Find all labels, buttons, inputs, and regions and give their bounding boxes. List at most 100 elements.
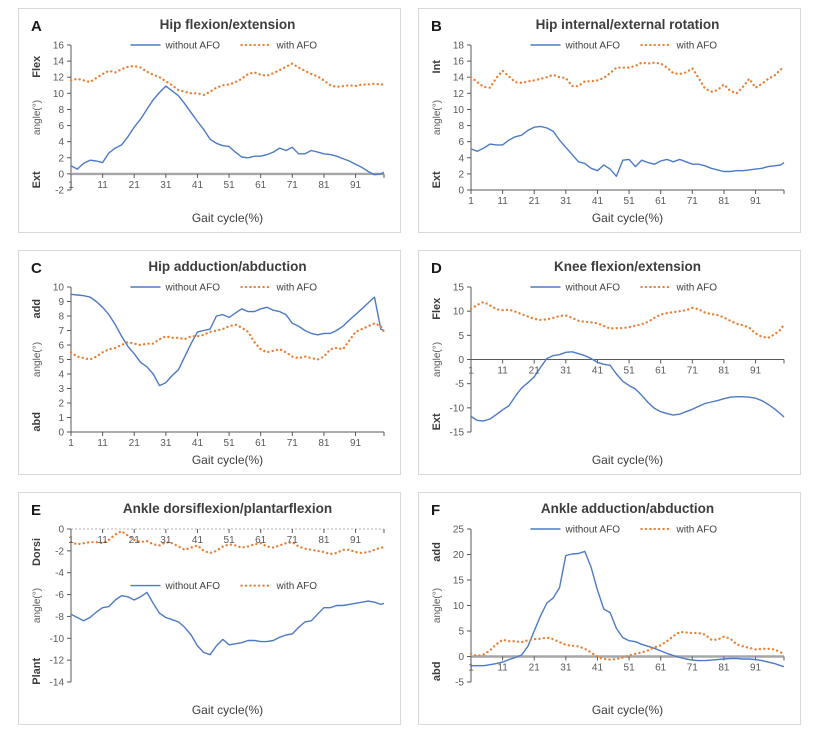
y-tick-label: -2 [55, 186, 64, 197]
panel-c: C Hip adduction/abduction 0 1 2 3 4 5 6 7 8 9 10 add a… [18, 250, 401, 475]
x-axis-title: Gait cycle(%) [592, 453, 663, 467]
series-with-afo [469, 61, 786, 95]
y-tick-label: -8 [55, 612, 64, 623]
panel-b: B Hip internal/external rotation 0 2 4 6 8 10 12… [418, 8, 801, 233]
x-tick-label: 51 [624, 366, 636, 377]
x-tick-label: 1 [68, 180, 74, 191]
y-tick-label: 16 [53, 41, 65, 52]
y-tick-label: 20 [453, 550, 465, 561]
x-tick-label: 71 [287, 180, 299, 191]
x-tick-label: 71 [687, 196, 699, 207]
panel-letter: D [431, 260, 442, 277]
legend: without AFO with AFO [130, 41, 318, 52]
chart-title: Ankle adduction/abduction [541, 501, 714, 516]
chart-title: Hip internal/external rotation [536, 17, 720, 32]
x-tick-label: 11 [497, 366, 508, 377]
series-with-afo [69, 322, 386, 361]
y-tick-label: 1 [58, 413, 64, 424]
y-tick-label: 7 [58, 326, 64, 337]
series-without-afo [70, 591, 385, 656]
y-tick-label: 12 [453, 89, 465, 100]
x-tick-label: 71 [287, 535, 299, 546]
chart-b: B Hip internal/external rotation024681012… [431, 17, 786, 225]
y-tick-label: 4 [458, 153, 464, 164]
x-tick-label: 41 [592, 196, 604, 207]
legend-label-with-afo: with AFO [276, 283, 318, 294]
legend-label-with-afo: with AFO [276, 41, 318, 52]
y-tick-label: -14 [50, 678, 65, 689]
y-tick-label: 3 [58, 384, 64, 395]
y-tick-label: 0 [58, 428, 64, 439]
x-tick-label: 41 [192, 438, 204, 449]
chart-d: D Knee flexion/extension -15 -10 -5 0 5 10 15 Fle… [431, 259, 786, 467]
y-tick-label: 8 [458, 121, 464, 132]
y-axis-label-units: angle(°) [32, 342, 43, 377]
legend-label-with-afo: with AFO [676, 41, 718, 52]
y-axis-label-top: Flex [31, 55, 43, 78]
x-tick-label: 71 [287, 438, 299, 449]
legend-label-with-afo: with AFO [676, 525, 718, 536]
y-axis-label-units: angle(°) [432, 342, 443, 377]
y-tick-label: 8 [58, 312, 64, 323]
chart-a: A Hip flexion/extension -2 0 2 4 6 8 10 12 14 16 Fle… [31, 17, 386, 225]
x-tick-label: 81 [318, 438, 330, 449]
y-tick-label: -6 [55, 590, 64, 601]
panel-e: E Ankle dorsiflexion/plantarflexion -14 -12… [18, 492, 401, 725]
chart-title: Knee flexion/extension [554, 259, 701, 274]
legend-label-with-afo: with AFO [676, 283, 718, 294]
y-tick-label: 18 [453, 41, 465, 52]
panel-grid: A Hip flexion/extension -2 0 2 4 6 8 10 12 14 16 Fle… [18, 8, 801, 725]
y-tick-label: -5 [455, 678, 464, 689]
y-tick-label: -2 [55, 546, 64, 557]
y-tick-label: 12 [53, 73, 65, 84]
y-tick-label: 2 [58, 399, 64, 410]
y-tick-label: 10 [453, 105, 465, 116]
series-without-afo [470, 351, 785, 422]
x-tick-label: 31 [560, 196, 572, 207]
x-tick-label: 51 [224, 180, 236, 191]
y-tick-label: 10 [53, 283, 65, 294]
x-tick-label: 91 [750, 663, 762, 674]
x-tick-label: 11 [97, 180, 108, 191]
x-tick-label: 31 [560, 366, 572, 377]
panel-letter: F [431, 502, 440, 519]
x-tick-label: 91 [750, 196, 762, 207]
x-tick-label: 51 [624, 663, 636, 674]
x-tick-label: 1 [468, 196, 474, 207]
chart-title: Hip flexion/extension [160, 17, 296, 32]
chart-f: F Ankle adduction/abduction -5 0 5 10 15 20 25 ad… [431, 501, 786, 717]
y-tick-label: -10 [50, 634, 65, 645]
x-tick-label: 61 [255, 438, 267, 449]
panel-letter: E [31, 502, 41, 519]
panel-d: D Knee flexion/extension -15 -10 -5 0 5 10 15 Fle… [418, 250, 801, 475]
y-tick-label: 0 [58, 169, 64, 180]
legend-label-without-afo: without AFO [565, 41, 621, 52]
legend-label-without-afo: without AFO [565, 525, 621, 536]
y-axis-label-units: angle(°) [432, 588, 443, 623]
x-tick-label: 31 [160, 180, 172, 191]
y-tick-label: 15 [453, 576, 465, 587]
x-tick-label: 1 [468, 663, 474, 674]
y-axis-label-units: angle(°) [432, 100, 443, 135]
y-axis-label-top: Flex [431, 297, 443, 320]
y-tick-label: 2 [458, 169, 464, 180]
y-axis-label-top: Int [431, 60, 443, 74]
x-tick-label: 41 [192, 180, 204, 191]
y-tick-label: -10 [450, 403, 465, 414]
y-tick-label: 14 [53, 57, 65, 68]
x-axis-title: Gait cycle(%) [192, 453, 263, 467]
x-tick-label: 81 [718, 663, 730, 674]
x-tick-label: 61 [655, 663, 667, 674]
legend: without AFO with AFO [130, 581, 317, 592]
x-tick-label: 91 [350, 438, 362, 449]
y-tick-label: 9 [58, 297, 64, 308]
x-tick-label: 1 [68, 438, 74, 449]
y-tick-label: 15 [453, 283, 465, 294]
legend: without AFO with AFO [530, 283, 718, 294]
legend: without AFO with AFO [530, 525, 718, 536]
x-tick-label: 91 [750, 366, 762, 377]
chart-c: C Hip adduction/abduction012345678910adda… [31, 259, 386, 467]
x-tick-label: 41 [192, 535, 204, 546]
legend: without AFO with AFO [530, 41, 718, 52]
